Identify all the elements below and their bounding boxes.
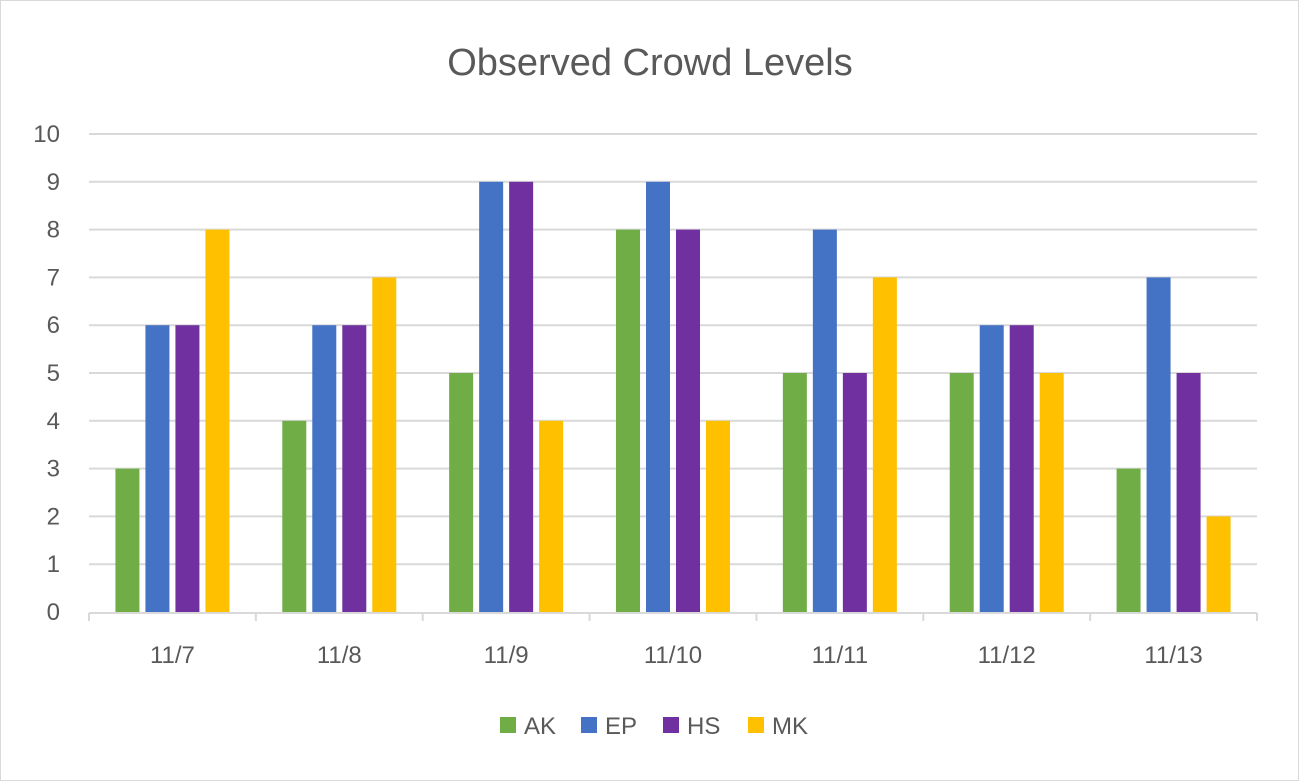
bar-hs-11-11 — [842, 373, 867, 612]
legend: AK EP HS MK — [500, 713, 808, 740]
bar-ep-11-13 — [1146, 277, 1171, 612]
x-tick-label: 11/12 — [978, 642, 1036, 669]
bar-hs-11-13 — [1176, 373, 1201, 612]
bar-mk-11-8 — [372, 277, 397, 612]
y-axis-ticks: 0 1 2 3 4 5 6 7 8 9 10 — [33, 121, 60, 626]
legend-swatch-mk — [748, 717, 764, 733]
y-tick-label: 6 — [47, 312, 60, 339]
bar-ak-11-10 — [616, 229, 640, 612]
y-tick-label: 8 — [47, 217, 60, 244]
bar-ak-11-13 — [1116, 468, 1141, 612]
bar-ak-11-11 — [782, 373, 807, 612]
bar-mk-11-9 — [539, 420, 564, 612]
bar-ak-11-12 — [949, 373, 974, 612]
bar-hs-11-10 — [676, 229, 700, 612]
y-tick-label: 1 — [47, 551, 60, 578]
bar-ep-11-12 — [979, 325, 1004, 612]
y-tick-label: 0 — [47, 599, 60, 626]
y-tick-label: 5 — [47, 360, 60, 387]
legend-swatch-ep — [581, 717, 597, 733]
y-tick-label: 3 — [47, 456, 60, 483]
bar-hs-11-9 — [509, 181, 534, 613]
legend-label-hs: HS — [687, 713, 720, 740]
legend-label-ak: AK — [524, 713, 556, 740]
x-tick-label: 11/8 — [317, 642, 362, 669]
x-tick-label: 11/10 — [644, 642, 702, 669]
x-tick-label: 11/11 — [812, 642, 869, 669]
bar-ak-11-8 — [282, 420, 307, 612]
bar-ep-11-11 — [812, 229, 837, 612]
bars — [115, 181, 1231, 613]
y-tick-label: 4 — [47, 408, 60, 435]
legend-label-ep: EP — [605, 713, 637, 740]
x-tick-label: 11/13 — [1144, 642, 1202, 669]
x-axis: 11/7 11/8 11/9 11/10 11/11 11/12 11/13 — [88, 612, 1258, 669]
bar-ep-11-7 — [145, 325, 170, 612]
bar-ep-11-10 — [646, 181, 670, 613]
legend-swatch-hs — [663, 717, 679, 733]
chart-title: Observed Crowd Levels — [447, 42, 853, 84]
y-tick-label: 7 — [47, 264, 60, 291]
legend-label-mk: MK — [772, 713, 808, 740]
bar-ep-11-9 — [479, 181, 504, 613]
bar-mk-11-11 — [872, 277, 897, 612]
bar-hs-11-8 — [342, 325, 367, 612]
bar-mk-11-10 — [706, 420, 730, 612]
y-tick-label: 9 — [47, 169, 60, 196]
x-tick-label: 11/9 — [484, 642, 529, 669]
x-tick-label: 11/7 — [150, 642, 195, 669]
y-tick-label: 2 — [47, 503, 60, 530]
y-tick-label: 10 — [33, 121, 60, 148]
bar-mk-11-12 — [1039, 373, 1064, 612]
bar-ep-11-8 — [312, 325, 337, 612]
bar-hs-11-7 — [175, 325, 200, 612]
bar-mk-11-7 — [205, 229, 230, 612]
legend-swatch-ak — [500, 717, 516, 733]
gridlines — [89, 133, 1257, 566]
bar-ak-11-9 — [449, 373, 474, 612]
bar-mk-11-13 — [1206, 516, 1231, 612]
bar-ak-11-7 — [115, 468, 140, 612]
bar-hs-11-12 — [1009, 325, 1034, 612]
